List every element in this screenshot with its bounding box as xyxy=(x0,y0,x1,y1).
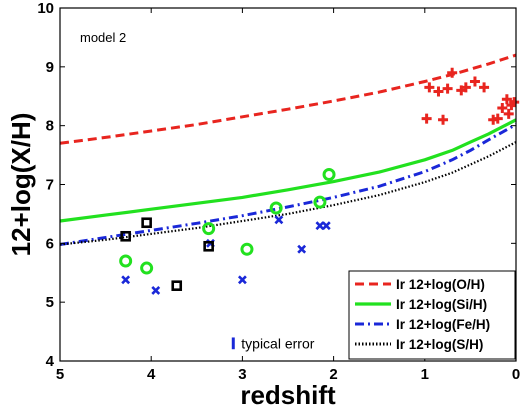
y-tick-label: 9 xyxy=(46,59,54,76)
circle-marker xyxy=(322,167,336,181)
plus-marker xyxy=(447,67,458,78)
y-tick-label: 6 xyxy=(46,235,54,252)
error-bar-label: typical error xyxy=(241,335,314,351)
circle-marker xyxy=(240,242,254,256)
square-marker xyxy=(141,217,152,229)
model-annotation: model 2 xyxy=(80,30,126,45)
plus-marker xyxy=(492,113,503,124)
cross-marker xyxy=(121,275,131,285)
cross-marker xyxy=(151,285,161,295)
series-layer xyxy=(59,53,517,246)
plus-marker xyxy=(442,83,453,94)
plus-marker xyxy=(424,82,435,93)
series-line-4 xyxy=(59,141,517,246)
plus-marker xyxy=(438,114,449,125)
cross-marker xyxy=(321,221,331,231)
y-tick-label: 8 xyxy=(46,118,54,135)
circle-marker xyxy=(202,222,216,236)
plus-marker xyxy=(421,113,432,124)
y-axis-label: 12+log(X/H) xyxy=(6,113,36,257)
legend: Ir 12+log(O/H) Ir 12+log(Si/H) Ir 12+log(F… xyxy=(348,270,516,360)
plus-marker xyxy=(469,76,480,87)
legend-label: Ir 12+log(O/H) xyxy=(396,277,485,292)
circle-marker xyxy=(269,201,283,215)
series-line-3 xyxy=(59,123,517,246)
cross-marker xyxy=(237,275,247,285)
legend-label: Ir 12+log(Fe/H) xyxy=(396,317,490,332)
legend-label: Ir 12+log(Si/H) xyxy=(396,297,487,312)
series-line-2 xyxy=(59,118,517,223)
plus-marker xyxy=(503,108,514,119)
square-marker xyxy=(171,280,183,291)
series-line-1 xyxy=(59,53,517,145)
circle-marker xyxy=(140,261,154,275)
square-marker xyxy=(120,230,131,242)
circle-marker xyxy=(119,254,133,268)
y-tick-label: 5 xyxy=(46,294,54,311)
observations-layer xyxy=(119,67,520,295)
x-tick-label: 2 xyxy=(329,366,337,383)
y-tick-label: 7 xyxy=(46,177,54,194)
plus-marker xyxy=(433,86,444,97)
square-marker xyxy=(203,240,214,252)
legend-label: Ir 12+log(S/H) xyxy=(396,337,483,352)
x-axis-label: redshift xyxy=(240,380,336,409)
plus-marker xyxy=(460,82,471,93)
circle-marker xyxy=(313,195,327,209)
plus-marker xyxy=(497,103,508,114)
plus-marker xyxy=(501,94,512,105)
x-tick-label: 0 xyxy=(512,366,520,383)
y-tick-label: 4 xyxy=(46,353,55,370)
cross-marker xyxy=(274,215,284,225)
plus-marker xyxy=(479,82,490,93)
typical-error-marker: typical error xyxy=(231,335,315,351)
x-tick-label: 3 xyxy=(238,366,246,383)
y-tick-label: 10 xyxy=(37,0,54,17)
plus-marker xyxy=(509,97,520,108)
cross-marker xyxy=(297,244,307,254)
x-tick-label: 5 xyxy=(56,366,64,383)
x-tick-label: 4 xyxy=(147,366,156,383)
x-tick-label: 1 xyxy=(421,366,429,383)
